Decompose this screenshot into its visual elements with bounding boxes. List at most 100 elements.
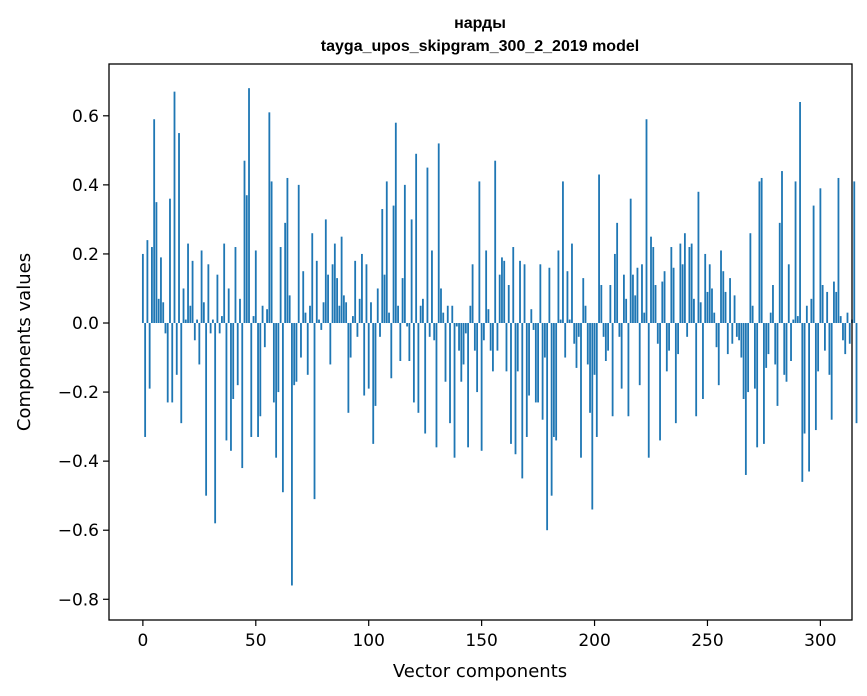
- bar-289: [794, 181, 797, 324]
- bar-133: [442, 312, 445, 324]
- bar-204: [602, 323, 605, 337]
- bar-25: [198, 323, 201, 365]
- bar-195: [582, 278, 585, 323]
- bar-301: [821, 285, 824, 324]
- bar-124: [422, 298, 424, 323]
- bar-152: [485, 250, 488, 323]
- bar-297: [812, 205, 815, 324]
- bar-82: [327, 274, 329, 324]
- bar-13: [171, 323, 174, 403]
- bar-236: [674, 323, 677, 424]
- bar-217: [632, 274, 634, 324]
- x-tick-label: 0: [137, 631, 148, 651]
- y-tick-label: 0.0: [72, 314, 99, 334]
- bar-139: [455, 323, 458, 327]
- bar-69: [297, 184, 300, 324]
- bar-233: [668, 323, 670, 351]
- bar-49: [252, 316, 255, 324]
- bar-200: [593, 323, 596, 375]
- x-tick-label: 250: [691, 631, 723, 651]
- bar-31: [211, 319, 214, 323]
- bar-170: [525, 323, 528, 437]
- bar-77: [315, 260, 318, 323]
- bar-190: [571, 243, 573, 324]
- bar-59: [275, 323, 278, 458]
- bar-116: [403, 184, 406, 324]
- bar-249: [704, 253, 707, 324]
- bar-315: [853, 181, 856, 324]
- y-axis-label: Components values: [14, 253, 35, 431]
- bar-214: [625, 298, 628, 323]
- bar-51: [257, 323, 259, 437]
- bar-280: [774, 323, 777, 365]
- bar-26: [200, 250, 203, 323]
- bar-186: [562, 181, 564, 324]
- bar-247: [699, 302, 702, 324]
- bar-161: [505, 323, 508, 372]
- bar-282: [778, 222, 781, 324]
- bar-276: [765, 323, 768, 368]
- bar-90: [345, 302, 348, 324]
- bar-268: [747, 323, 750, 393]
- bar-136: [449, 323, 451, 424]
- bar-122: [417, 323, 420, 413]
- bar-243: [690, 243, 693, 324]
- bar-219: [636, 267, 639, 323]
- bar-183: [555, 323, 558, 441]
- bar-50: [254, 250, 257, 323]
- bar-79: [320, 323, 323, 330]
- bar-61: [279, 247, 282, 324]
- bar-176: [539, 264, 542, 324]
- bar-191: [573, 323, 576, 344]
- y-tick-label: −0.2: [58, 383, 99, 403]
- bar-4: [151, 247, 153, 324]
- bar-54: [263, 323, 266, 348]
- bar-273: [758, 181, 761, 324]
- bar-62: [281, 323, 284, 493]
- bar-178: [543, 323, 546, 358]
- bar-158: [498, 274, 501, 324]
- bar-294: [805, 305, 808, 324]
- bar-227: [654, 285, 657, 324]
- bar-312: [846, 312, 849, 324]
- bar-47: [248, 88, 250, 323]
- bar-18: [182, 288, 185, 323]
- bar-81: [324, 219, 327, 323]
- bar-251: [708, 264, 711, 324]
- bar-85: [333, 243, 336, 324]
- bar-290: [796, 316, 799, 324]
- y-tick-label: −0.4: [58, 452, 99, 472]
- bar-208: [611, 323, 614, 417]
- bar-106: [381, 209, 384, 323]
- bar-132: [440, 288, 442, 323]
- bar-53: [261, 305, 264, 324]
- bar-222: [643, 312, 646, 324]
- bar-283: [781, 171, 783, 324]
- bar-150: [480, 323, 483, 451]
- bar-181: [550, 323, 553, 496]
- bar-309: [839, 316, 842, 324]
- bar-71: [302, 271, 305, 323]
- bar-66: [291, 323, 293, 586]
- bar-110: [390, 323, 393, 379]
- bar-278: [769, 312, 772, 324]
- bar-259: [726, 323, 729, 355]
- bar-267: [744, 323, 747, 475]
- bar-241: [686, 323, 689, 337]
- bar-231: [663, 271, 666, 323]
- bar-260: [729, 278, 731, 323]
- bar-134: [444, 323, 447, 382]
- bar-98: [363, 323, 366, 396]
- bar-228: [656, 323, 659, 344]
- bar-215: [627, 323, 630, 417]
- bar-68: [295, 323, 298, 382]
- bar-271: [753, 323, 756, 389]
- bar-154: [489, 323, 492, 351]
- bar-304: [828, 323, 831, 375]
- bar-64: [286, 177, 289, 323]
- bar-146: [471, 264, 474, 324]
- bar-163: [510, 323, 512, 444]
- bar-108: [385, 181, 388, 324]
- bar-194: [580, 323, 582, 458]
